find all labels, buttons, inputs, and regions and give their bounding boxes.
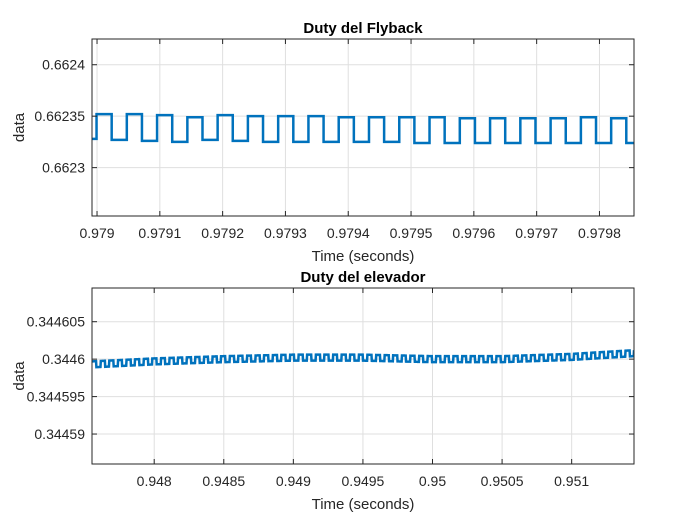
x-tick-label-duty-flyback: 0.9794 xyxy=(327,225,370,241)
axes-duty-flyback: 0.979 0.9791 0.9792 0.9793 0.9794 0.9795 0.979… xyxy=(11,20,635,265)
x-tick-label-duty-elevador: 0.9495 xyxy=(342,473,385,489)
x-tick-label-duty-flyback: 0.9791 xyxy=(138,225,181,241)
x-tick-label-duty-flyback: 0.9797 xyxy=(515,225,558,241)
x-tick-label-duty-elevador: 0.949 xyxy=(276,473,311,489)
series-group-duty-elevador xyxy=(92,349,634,369)
x-tick-label-duty-flyback: 0.9793 xyxy=(264,225,307,241)
x-axis-label-duty-flyback: Time (seconds) xyxy=(312,248,415,265)
x-tick-label-duty-elevador: 0.951 xyxy=(554,473,589,489)
x-tick-label-duty-elevador: 0.9505 xyxy=(481,473,524,489)
axes-duty-elevador: 0.948 0.9485 0.949 0.9495 0.95 0.9505 0.951 0.3… xyxy=(11,269,635,513)
ticks-duty-elevador: 0.948 0.9485 0.949 0.9495 0.95 0.9505 0.951 0.3… xyxy=(27,288,634,489)
y-axis-label-duty-flyback: data xyxy=(11,112,28,142)
chart-title-duty-elevador: Duty del elevador xyxy=(300,269,425,286)
y-tick-label-duty-elevador: 0.344605 xyxy=(27,314,86,330)
ticks-duty-flyback: 0.979 0.9791 0.9792 0.9793 0.9794 0.9795 0.979… xyxy=(34,39,634,241)
y-tick-label-duty-elevador: 0.34459 xyxy=(34,426,85,442)
x-tick-label-duty-flyback: 0.9798 xyxy=(578,225,621,241)
axes-frame-duty-elevador xyxy=(91,287,635,465)
y-tick-label-duty-flyback: 0.6623 xyxy=(42,160,85,176)
series-line-duty-flyback xyxy=(92,112,634,145)
y-axis-label-duty-elevador: data xyxy=(11,361,28,391)
x-tick-label-duty-elevador: 0.95 xyxy=(419,473,446,489)
x-axis-label-duty-elevador: Time (seconds) xyxy=(312,496,415,513)
series-line-duty-elevador xyxy=(92,349,634,369)
grid-duty-flyback xyxy=(92,39,634,216)
series-group-duty-flyback xyxy=(92,112,634,145)
x-tick-label-duty-flyback: 0.9795 xyxy=(390,225,433,241)
y-tick-label-duty-flyback: 0.6624 xyxy=(42,57,85,73)
x-tick-label-duty-flyback: 0.979 xyxy=(80,225,115,241)
y-tick-label-duty-flyback: 0.66235 xyxy=(34,108,85,124)
chart-title-duty-flyback: Duty del Flyback xyxy=(303,20,423,37)
x-tick-label-duty-elevador: 0.9485 xyxy=(202,473,245,489)
y-tick-label-duty-elevador: 0.3446 xyxy=(42,351,85,367)
x-tick-label-duty-flyback: 0.9796 xyxy=(452,225,495,241)
x-tick-label-duty-flyback: 0.9792 xyxy=(201,225,244,241)
grid-duty-elevador xyxy=(92,288,634,464)
axes-frame-duty-flyback xyxy=(91,38,635,217)
y-tick-label-duty-elevador: 0.344595 xyxy=(27,389,86,405)
x-tick-label-duty-elevador: 0.948 xyxy=(137,473,172,489)
